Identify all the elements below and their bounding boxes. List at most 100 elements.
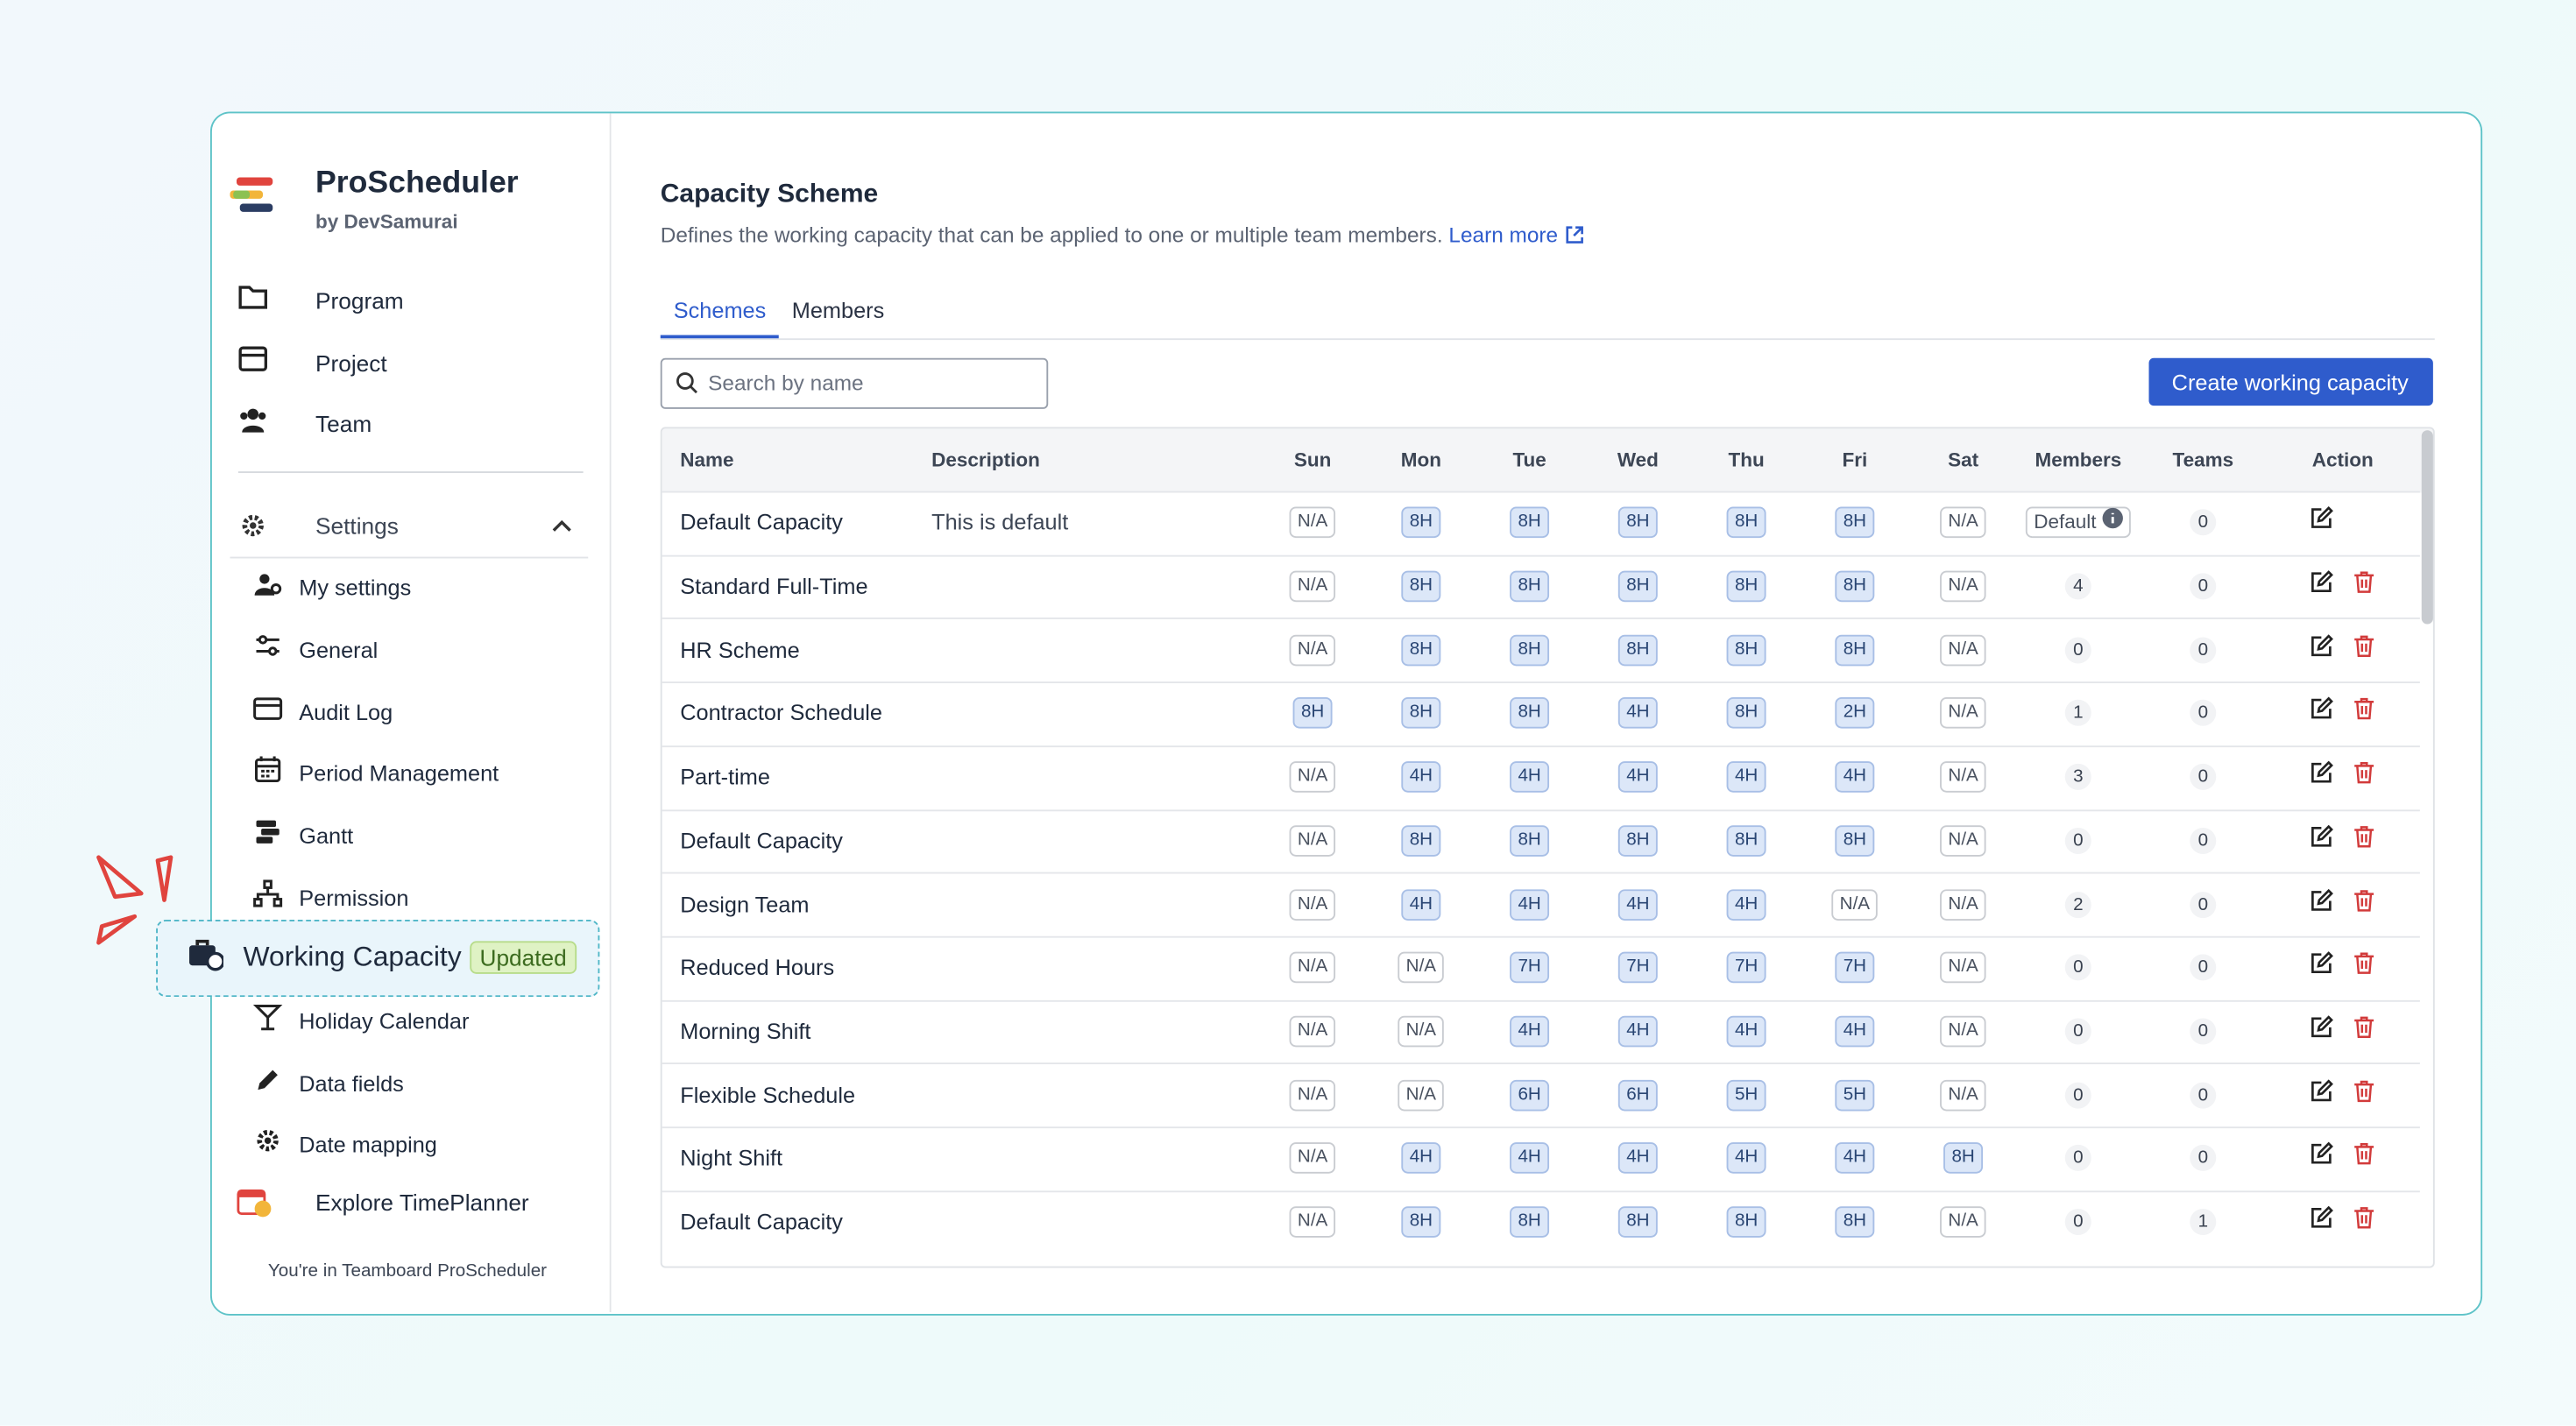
day-capacity: 8H <box>1401 570 1441 603</box>
day-capacity: N/A <box>1940 1206 1987 1238</box>
day-capacity: 8H <box>1401 697 1441 730</box>
settings-item[interactable]: Period Management <box>299 761 499 787</box>
delete-icon[interactable] <box>2352 823 2376 858</box>
nav-item[interactable]: Program <box>315 287 404 314</box>
day-capacity: N/A <box>1940 1079 1987 1111</box>
edit-icon[interactable] <box>2308 950 2334 985</box>
table-row <box>662 491 2420 556</box>
delete-icon[interactable] <box>2352 1141 2376 1175</box>
day-capacity: 5H <box>1835 1079 1875 1111</box>
members-count: 0 <box>2064 1018 2091 1045</box>
day-capacity: 8H <box>1510 1206 1550 1238</box>
settings-item[interactable]: Permission <box>299 886 409 911</box>
edit-icon[interactable] <box>2308 823 2334 858</box>
edit-icon[interactable] <box>2308 696 2334 731</box>
settings-item[interactable]: Gantt <box>299 823 354 849</box>
settings-item-icon-svg <box>256 820 280 844</box>
scheme-description: This is default <box>931 510 1069 535</box>
tab-divider <box>660 338 2435 341</box>
settings-item-icon <box>253 755 283 793</box>
edit-icon[interactable] <box>2308 569 2334 604</box>
tab-schemes[interactable]: Schemes <box>673 298 767 323</box>
delete-icon[interactable] <box>2352 632 2376 667</box>
delete-icon[interactable] <box>2352 887 2376 921</box>
nav-item[interactable]: Team <box>315 410 372 437</box>
nav-icon-svg <box>238 346 267 371</box>
day-capacity: 8H <box>1510 634 1550 666</box>
create-button[interactable] <box>2148 357 2433 406</box>
delete-icon[interactable] <box>2352 759 2376 794</box>
tab-members[interactable]: Members <box>791 298 885 323</box>
edit-icon[interactable] <box>2308 887 2334 921</box>
footer: You're in Teamboard ProScheduler <box>267 1261 548 1281</box>
edit-icon[interactable] <box>2308 1077 2334 1112</box>
edit-icon-svg <box>2311 506 2333 529</box>
scheme-name: Standard Full-Time <box>680 574 868 599</box>
delete-icon-svg <box>2354 1016 2374 1038</box>
explore-link[interactable]: Explore TimePlanner <box>315 1189 529 1216</box>
day-capacity: 8H <box>1617 506 1658 539</box>
teams-count: 0 <box>2190 509 2217 536</box>
day-capacity: 8H <box>1835 1206 1875 1238</box>
table-row <box>662 745 2420 810</box>
settings-label[interactable]: Settings <box>315 512 399 539</box>
info-icon <box>2101 507 2124 539</box>
edit-icon-svg <box>2311 1205 2333 1228</box>
settings-item[interactable]: Date mapping <box>299 1132 437 1157</box>
settings-item-icon <box>253 694 283 731</box>
day-capacity: 8H <box>1617 570 1658 603</box>
delete-icon[interactable] <box>2352 1077 2376 1112</box>
edit-icon-svg <box>2311 760 2333 783</box>
day-capacity: 8H <box>1726 570 1766 603</box>
chevron[interactable] <box>550 518 573 534</box>
day-capacity: 8H <box>1401 634 1441 666</box>
nav-item[interactable]: Project <box>315 349 387 377</box>
delete-icon[interactable] <box>2352 950 2376 985</box>
edit-icon-svg <box>2311 951 2333 974</box>
delete-icon[interactable] <box>2352 569 2376 604</box>
nav-icon-svg <box>238 286 267 309</box>
delete-icon[interactable] <box>2352 1204 2376 1239</box>
learn-more[interactable]: Learn more <box>1448 222 1559 248</box>
day-capacity: 4H <box>1401 1142 1441 1175</box>
settings-item[interactable]: Data fields <box>299 1071 404 1097</box>
page-description: Defines the working capacity that can be… <box>661 222 1586 247</box>
edit-icon[interactable] <box>2308 1141 2334 1175</box>
settings-item[interactable]: General <box>299 638 379 663</box>
day-capacity: N/A <box>1398 1079 1445 1111</box>
search-icon <box>676 372 697 394</box>
edit-icon[interactable] <box>2308 505 2334 540</box>
edit-icon-svg <box>2311 824 2333 847</box>
settings-item-icon-svg <box>254 574 282 596</box>
settings-item[interactable]: Audit Log <box>299 700 393 725</box>
settings-item[interactable]: Holiday Calendar <box>299 1009 470 1034</box>
edit-icon[interactable] <box>2308 1204 2334 1239</box>
edit-icon-svg <box>2311 887 2333 910</box>
table-row <box>662 808 2420 873</box>
day-capacity: 4H <box>1401 888 1441 920</box>
delete-icon[interactable] <box>2352 696 2376 731</box>
day-capacity: N/A <box>1940 1015 1987 1048</box>
table <box>660 427 2435 1268</box>
day-capacity: 4H <box>1510 1142 1550 1175</box>
settings-item[interactable]: Working Capacity <box>243 941 462 972</box>
delete-icon[interactable] <box>2352 1014 2376 1048</box>
delete-icon-svg <box>2354 1079 2374 1102</box>
settings-item[interactable]: My settings <box>299 575 412 601</box>
create-button-label[interactable]: Create working capacity <box>2171 370 2409 395</box>
day-capacity: N/A <box>1940 761 1987 793</box>
edit-icon[interactable] <box>2308 759 2334 794</box>
settings-item-icon <box>253 1126 283 1163</box>
day-capacity: 8H <box>1835 570 1875 603</box>
day-capacity: 8H <box>1510 697 1550 730</box>
members-count: 3 <box>2064 764 2091 791</box>
search-box[interactable] <box>660 357 1049 409</box>
edit-icon[interactable] <box>2308 632 2334 667</box>
nav-icon <box>237 280 270 321</box>
scheme-name: Night Shift <box>680 1146 783 1171</box>
day-capacity: N/A <box>1289 824 1336 857</box>
day-capacity: N/A <box>1940 951 1987 984</box>
edit-icon[interactable] <box>2308 1014 2334 1048</box>
teams-count: 0 <box>2190 1081 2217 1108</box>
logo <box>230 177 273 212</box>
